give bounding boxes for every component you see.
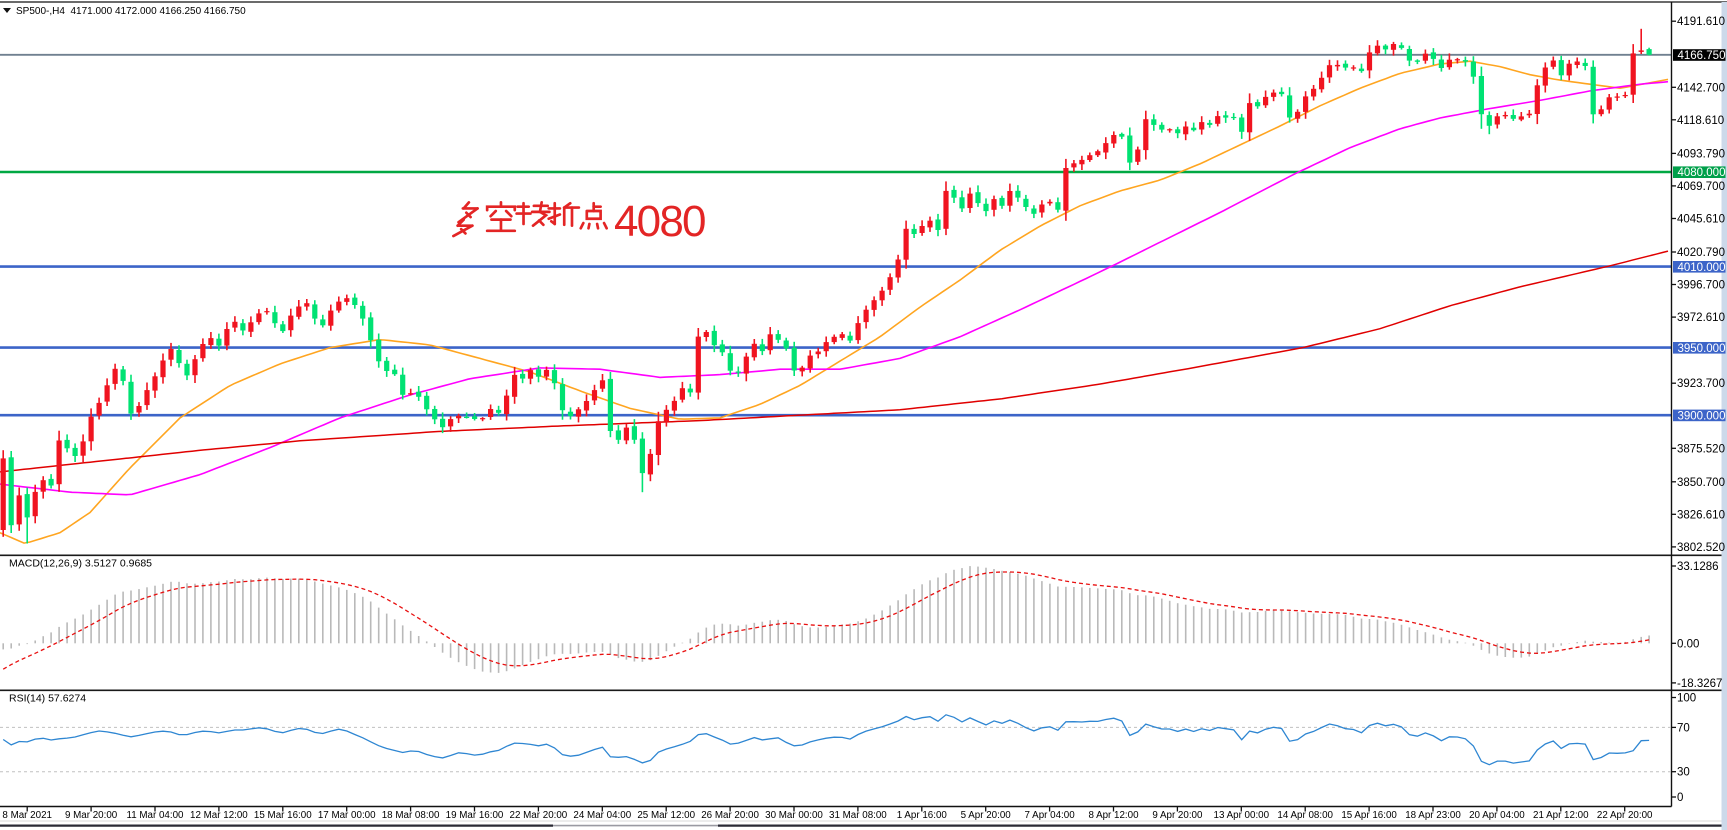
svg-text:-18.3267: -18.3267 (1677, 678, 1722, 690)
svg-text:MACD(12,26,9) 3.5127 0.9685: MACD(12,26,9) 3.5127 0.9685 (9, 558, 152, 570)
svg-text:4166.750: 4166.750 (1678, 50, 1726, 62)
svg-text:1 Apr 16:00: 1 Apr 16:00 (897, 810, 948, 821)
svg-text:9 Apr 20:00: 9 Apr 20:00 (1152, 810, 1203, 821)
svg-text:25 Mar 12:00: 25 Mar 12:00 (637, 810, 695, 821)
svg-text:19 Mar 16:00: 19 Mar 16:00 (446, 810, 504, 821)
svg-text:4020.790: 4020.790 (1677, 247, 1725, 259)
svg-text:0.00: 0.00 (1677, 638, 1699, 650)
svg-text:15 Apr 16:00: 15 Apr 16:00 (1341, 810, 1397, 821)
svg-text:3900.000: 3900.000 (1678, 410, 1726, 422)
svg-text:4080.000: 4080.000 (1678, 167, 1726, 179)
svg-text:9 Mar 20:00: 9 Mar 20:00 (65, 810, 118, 821)
svg-text:4069.700: 4069.700 (1677, 181, 1725, 193)
svg-text:12 Mar 12:00: 12 Mar 12:00 (190, 810, 248, 821)
svg-text:0: 0 (1677, 792, 1683, 804)
svg-text:3996.700: 3996.700 (1677, 280, 1725, 292)
svg-text:18 Mar 08:00: 18 Mar 08:00 (382, 810, 440, 821)
svg-text:14 Apr 08:00: 14 Apr 08:00 (1277, 810, 1333, 821)
svg-text:3826.610: 3826.610 (1677, 509, 1725, 521)
svg-text:4093.790: 4093.790 (1677, 148, 1725, 160)
svg-text:3802.520: 3802.520 (1677, 542, 1725, 554)
svg-text:30: 30 (1677, 767, 1690, 779)
svg-text:22 Apr 20:00: 22 Apr 20:00 (1597, 810, 1653, 821)
svg-text:RSI(14) 57.6274: RSI(14) 57.6274 (9, 693, 86, 705)
svg-text:20 Apr 04:00: 20 Apr 04:00 (1469, 810, 1525, 821)
svg-text:17 Mar 00:00: 17 Mar 00:00 (318, 810, 376, 821)
svg-text:31 Mar 08:00: 31 Mar 08:00 (829, 810, 887, 821)
svg-text:4142.700: 4142.700 (1677, 82, 1725, 94)
svg-text:3950.000: 3950.000 (1678, 343, 1726, 355)
svg-text:11 Mar 04:00: 11 Mar 04:00 (126, 810, 184, 821)
svg-text:3923.700: 3923.700 (1677, 378, 1725, 390)
svg-text:33.1286: 33.1286 (1677, 561, 1719, 573)
svg-text:70: 70 (1677, 722, 1690, 734)
svg-text:SP500-,H4 4171.000 4172.000 4: SP500-,H4 4171.000 4172.000 4166.250 416… (16, 6, 246, 17)
svg-text:100: 100 (1677, 693, 1696, 705)
svg-text:4045.610: 4045.610 (1677, 214, 1725, 226)
svg-text:4118.610: 4118.610 (1677, 115, 1724, 127)
svg-text:4010.000: 4010.000 (1678, 262, 1726, 274)
svg-text:22 Mar 20:00: 22 Mar 20:00 (510, 810, 568, 821)
svg-text:8 Apr 12:00: 8 Apr 12:00 (1088, 810, 1139, 821)
svg-text:3850.700: 3850.700 (1677, 477, 1725, 489)
svg-text:4080: 4080 (614, 197, 705, 246)
svg-text:13 Apr 00:00: 13 Apr 00:00 (1214, 810, 1270, 821)
svg-text:3875.520: 3875.520 (1677, 443, 1725, 455)
svg-text:30 Mar 00:00: 30 Mar 00:00 (765, 810, 823, 821)
svg-text:15 Mar 16:00: 15 Mar 16:00 (254, 810, 312, 821)
svg-text:18 Apr 23:00: 18 Apr 23:00 (1405, 810, 1461, 821)
svg-text:5 Apr 20:00: 5 Apr 20:00 (961, 810, 1012, 821)
svg-text:26 Mar 20:00: 26 Mar 20:00 (701, 810, 759, 821)
svg-text:24 Mar 04:00: 24 Mar 04:00 (573, 810, 631, 821)
svg-text:21 Apr 12:00: 21 Apr 12:00 (1533, 810, 1589, 821)
svg-text:8 Mar 2021: 8 Mar 2021 (2, 810, 52, 821)
svg-text:3972.610: 3972.610 (1677, 312, 1725, 324)
svg-text:4191.610: 4191.610 (1677, 16, 1725, 28)
svg-text:7 Apr 04:00: 7 Apr 04:00 (1025, 810, 1076, 821)
